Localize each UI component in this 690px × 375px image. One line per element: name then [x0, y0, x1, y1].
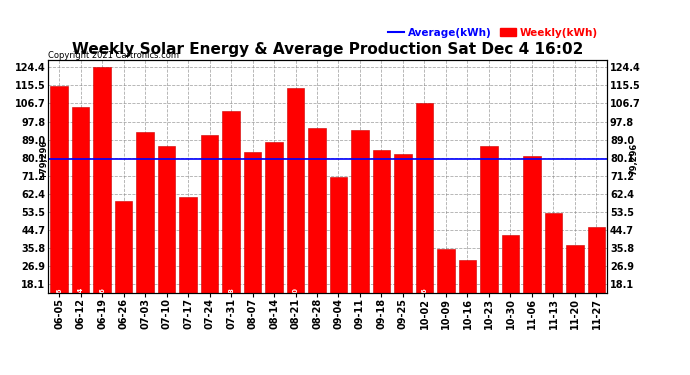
- Text: Copyright 2021 Cartronics.com: Copyright 2021 Cartronics.com: [48, 51, 179, 60]
- Bar: [222, 111, 239, 321]
- Text: 35,124: 35,124: [443, 292, 449, 319]
- Text: 104,844: 104,844: [77, 286, 83, 319]
- Bar: [395, 154, 412, 321]
- Text: 80,776: 80,776: [529, 292, 535, 319]
- Bar: [308, 128, 326, 321]
- Text: 46,132: 46,132: [593, 292, 600, 319]
- Bar: [244, 152, 261, 321]
- Text: 93,816: 93,816: [357, 292, 363, 319]
- Text: 42,016: 42,016: [507, 292, 513, 319]
- Bar: [179, 197, 197, 321]
- Text: 103,128: 103,128: [228, 287, 234, 319]
- Text: 85,736: 85,736: [164, 292, 170, 319]
- Text: 29,892: 29,892: [464, 292, 471, 319]
- Bar: [201, 135, 218, 321]
- Bar: [480, 146, 497, 321]
- Text: 115,256: 115,256: [56, 288, 62, 319]
- Text: +79,296: +79,296: [39, 140, 48, 179]
- Text: 87,664: 87,664: [271, 292, 277, 319]
- Bar: [93, 68, 110, 321]
- Text: 124,396: 124,396: [99, 287, 105, 319]
- Text: 82,880: 82,880: [250, 292, 255, 319]
- Text: 83,676: 83,676: [379, 292, 384, 319]
- Bar: [158, 146, 175, 321]
- Text: 91,296: 91,296: [206, 292, 213, 319]
- Bar: [137, 132, 154, 321]
- Bar: [588, 227, 605, 321]
- Text: 114,280: 114,280: [293, 287, 299, 319]
- Text: 52,760: 52,760: [551, 292, 556, 319]
- Bar: [502, 236, 519, 321]
- Bar: [437, 249, 455, 321]
- Bar: [545, 213, 562, 321]
- Legend: Average(kWh), Weekly(kWh): Average(kWh), Weekly(kWh): [384, 23, 602, 42]
- Bar: [287, 88, 304, 321]
- Bar: [330, 177, 347, 321]
- Text: 81,712: 81,712: [400, 292, 406, 319]
- Title: Weekly Solar Energy & Average Production Sat Dec 4 16:02: Weekly Solar Energy & Average Production…: [72, 42, 584, 57]
- Text: 70,664: 70,664: [335, 292, 342, 319]
- Bar: [524, 156, 540, 321]
- Text: 37,120: 37,120: [572, 292, 578, 319]
- Text: 85,904: 85,904: [486, 292, 492, 319]
- Bar: [115, 201, 132, 321]
- Text: 58,708: 58,708: [121, 292, 126, 319]
- Text: 60,640: 60,640: [185, 292, 191, 319]
- Bar: [50, 86, 68, 321]
- Bar: [373, 150, 390, 321]
- Text: 106,836: 106,836: [422, 287, 428, 319]
- Bar: [566, 245, 584, 321]
- Bar: [266, 142, 283, 321]
- Bar: [459, 260, 476, 321]
- Text: 79,296: 79,296: [629, 143, 638, 176]
- Text: 92,832: 92,832: [142, 292, 148, 319]
- Bar: [72, 107, 89, 321]
- Bar: [416, 103, 433, 321]
- Text: 94,704: 94,704: [314, 292, 320, 319]
- Bar: [351, 130, 368, 321]
